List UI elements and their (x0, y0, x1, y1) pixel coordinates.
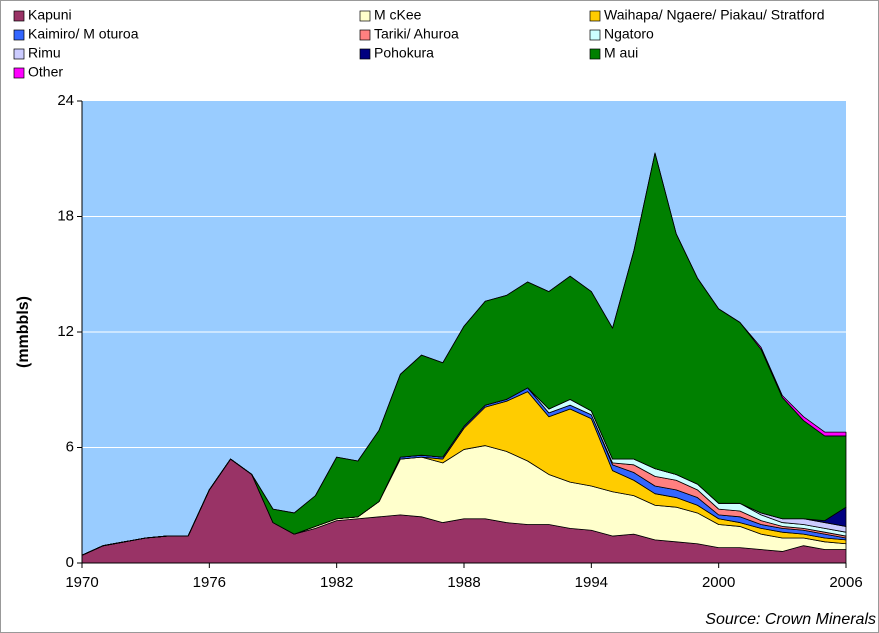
legend-label: Ngatoro (604, 26, 654, 42)
legend-label: Other (28, 64, 63, 80)
legend-label: Pohokura (374, 45, 434, 61)
legend-swatch (589, 48, 601, 60)
x-tick-label: 2000 (702, 574, 735, 591)
legend-swatch (589, 29, 601, 41)
x-tick-label: 1988 (447, 574, 480, 591)
legend-label: Tariki/ Ahuroa (374, 26, 459, 42)
legend-label: Rimu (28, 45, 61, 61)
legend-swatch (589, 10, 601, 22)
x-tick-label: 1994 (575, 574, 608, 591)
legend-label: Kapuni (28, 7, 72, 23)
legend-label: M aui (604, 45, 638, 61)
y-tick-label: 24 (57, 92, 74, 109)
area (81, 152, 847, 556)
x-tick-label: 1970 (65, 574, 98, 591)
legend-label: Kaimiro/ M oturoa (28, 26, 139, 42)
y-axis-label: (mmbbls) (15, 296, 32, 368)
legend-label: M cKee (374, 7, 422, 23)
legend-swatch (359, 29, 371, 41)
legend-swatch (13, 29, 25, 41)
y-tick-label: 18 (57, 207, 74, 224)
legend-label: Waihapa/ Ngaere/ Piakau/ Stratford (604, 7, 825, 23)
legend-swatch (13, 48, 25, 60)
y-tick-label: 0 (66, 554, 74, 571)
legend-swatch (359, 48, 371, 60)
y-tick-label: 12 (57, 323, 74, 340)
legend-swatch (13, 67, 25, 79)
y-tick-label: 6 (66, 438, 74, 455)
x-tick-label: 2006 (829, 574, 862, 591)
source: Source: Crown Minerals (705, 611, 876, 628)
legend-swatch (13, 10, 25, 22)
legend-swatch (359, 10, 371, 22)
x-tick-label: 1976 (193, 574, 226, 591)
x-tick-label: 1982 (320, 574, 353, 591)
